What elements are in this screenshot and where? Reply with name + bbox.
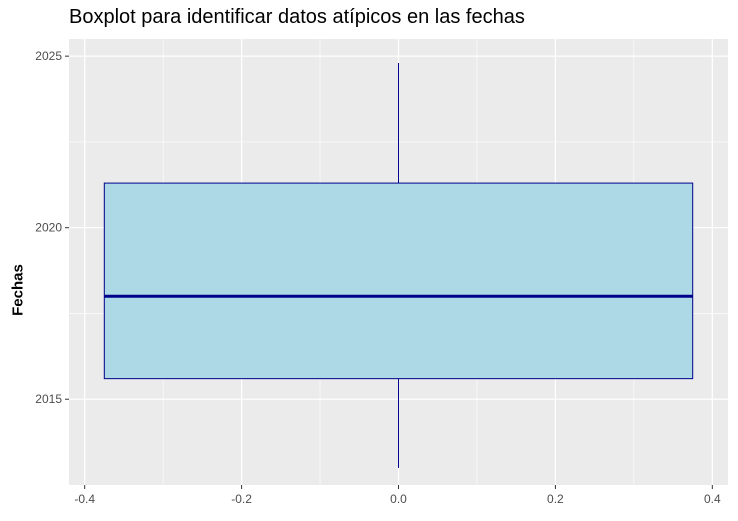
x-tick-label: 0.2 xyxy=(547,492,564,506)
box-body xyxy=(103,182,694,380)
y-tick-label: 2020 xyxy=(35,221,62,235)
x-tick-label: 0.4 xyxy=(704,492,721,506)
y-tick-label: 2015 xyxy=(35,392,62,406)
chart-title: Boxplot para identificar datos atípicos … xyxy=(69,6,525,28)
x-tick-label: -0.2 xyxy=(231,492,252,506)
y-tick-label: 2025 xyxy=(35,49,62,63)
x-tick-label: 0.0 xyxy=(390,492,407,506)
x-tick-label: -0.4 xyxy=(74,492,95,506)
